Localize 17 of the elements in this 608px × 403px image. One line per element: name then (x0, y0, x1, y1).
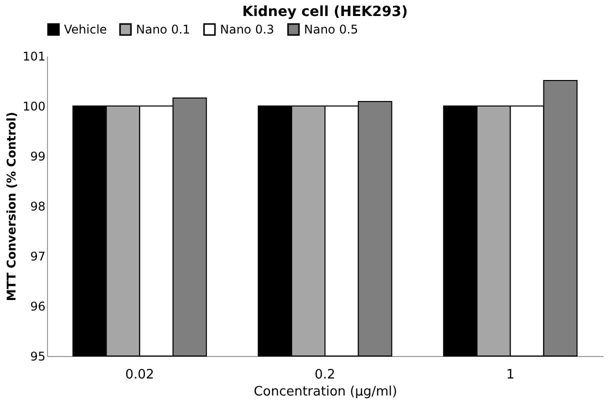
y-tick-label: 95 (30, 350, 46, 364)
y-axis-title: MTT Conversion (% Control) (4, 112, 19, 302)
y-tick-label: 101 (22, 50, 46, 64)
y-tick-label: 96 (30, 300, 46, 314)
y-tick-label: 97 (30, 250, 46, 264)
x-tick-label: 1 (506, 368, 514, 382)
legend-label: Nano 0.3 (220, 22, 274, 37)
legend-label: Nano 0.5 (304, 22, 358, 37)
chart-title: Kidney cell (HEK293) (242, 4, 408, 20)
y-tick-label: 100 (22, 100, 46, 114)
y-tick-label: 98 (30, 200, 46, 214)
x-tick-label: 0.2 (314, 368, 336, 382)
legend-label: Vehicle (64, 22, 107, 37)
x-axis-title: Concentration (µg/ml) (254, 384, 398, 400)
y-tick-label: 99 (30, 150, 46, 164)
x-tick-label: 0.02 (125, 368, 154, 382)
legend-label: Nano 0.1 (136, 22, 190, 37)
